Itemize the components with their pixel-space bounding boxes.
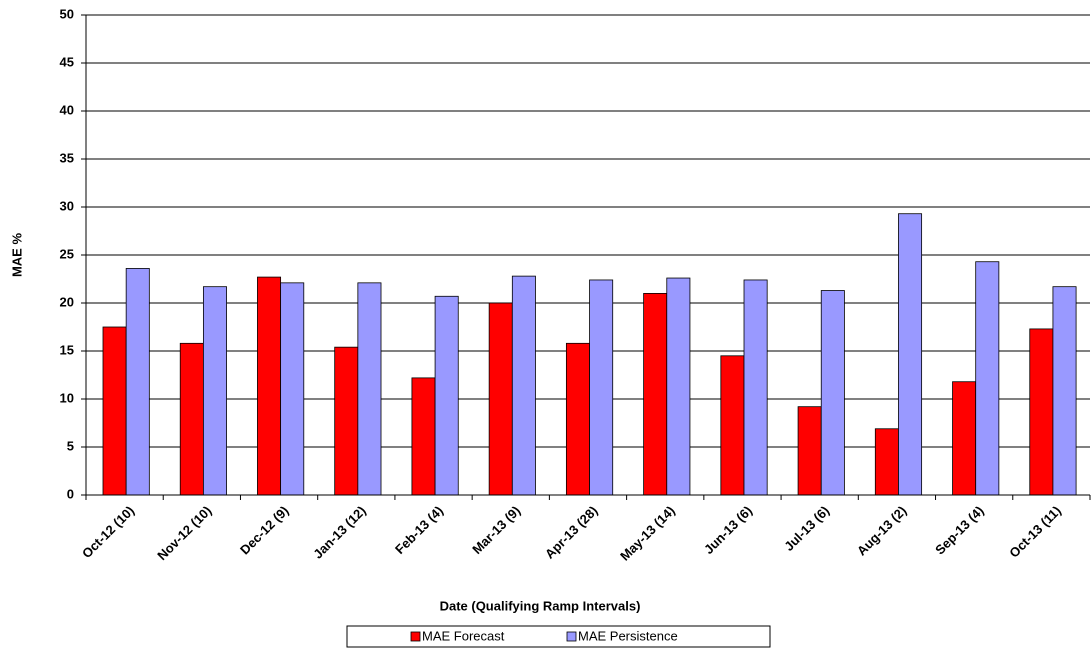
bar <box>1029 328 1054 496</box>
bar <box>1052 286 1077 496</box>
x-tick-label: Oct-12 (10) <box>79 503 137 561</box>
bar <box>202 286 227 496</box>
bar <box>874 428 899 496</box>
bar <box>743 279 768 496</box>
bar <box>357 282 382 496</box>
bar <box>975 261 1000 496</box>
bar <box>589 279 614 496</box>
y-tick-label: 25 <box>60 246 74 261</box>
y-tick-label: 35 <box>60 150 74 165</box>
bar <box>179 342 204 496</box>
x-tick-label: May-13 (14) <box>617 503 678 564</box>
x-tick-label: Feb-13 (4) <box>392 503 446 557</box>
bar <box>125 268 150 496</box>
bar <box>511 275 536 496</box>
legend-box <box>346 625 771 648</box>
bar <box>797 406 822 496</box>
bar <box>434 295 459 496</box>
bar <box>952 381 977 496</box>
bar <box>666 277 691 496</box>
y-tick-label: 10 <box>60 390 74 405</box>
y-tick-label: 5 <box>67 438 74 453</box>
x-tick-label: Aug-13 (2) <box>854 503 910 559</box>
x-tick-label: Oct-13 (11) <box>1006 503 1064 561</box>
bar <box>257 276 282 496</box>
bar <box>898 213 923 496</box>
x-tick-label: Jan-13 (12) <box>310 503 369 562</box>
bar <box>820 290 845 496</box>
y-tick-label: 30 <box>60 198 74 213</box>
y-tick-label: 40 <box>60 102 74 117</box>
y-tick-label: 20 <box>60 294 74 309</box>
legend-label: MAE Persistence <box>578 628 678 643</box>
bar <box>720 355 745 496</box>
x-tick-label: Jul-13 (6) <box>781 503 832 554</box>
y-tick-label: 50 <box>60 6 74 21</box>
bar <box>643 292 668 496</box>
legend-label: MAE Forecast <box>422 628 505 643</box>
x-tick-label: Jun-13 (6) <box>701 503 755 557</box>
x-tick-label: Mar-13 (9) <box>469 503 523 557</box>
bar <box>411 377 436 496</box>
legend-swatch <box>410 631 421 642</box>
x-tick-label: Apr-13 (28) <box>542 503 601 562</box>
y-tick-label: 45 <box>60 54 74 69</box>
y-axis-title: MAE % <box>9 233 24 278</box>
bar <box>102 326 127 496</box>
legend-swatch <box>566 631 577 642</box>
bar <box>565 342 590 496</box>
y-tick-label: 0 <box>67 486 74 501</box>
x-tick-label: Dec-12 (9) <box>237 503 292 558</box>
bar <box>488 302 513 496</box>
y-tick-label: 15 <box>60 342 74 357</box>
x-tick-label: Nov-12 (10) <box>154 503 214 563</box>
x-tick-label: Sep-13 (4) <box>932 503 987 558</box>
bar <box>280 282 305 496</box>
x-axis-title: Date (Qualifying Ramp Intervals) <box>440 598 641 613</box>
bar <box>334 346 359 496</box>
